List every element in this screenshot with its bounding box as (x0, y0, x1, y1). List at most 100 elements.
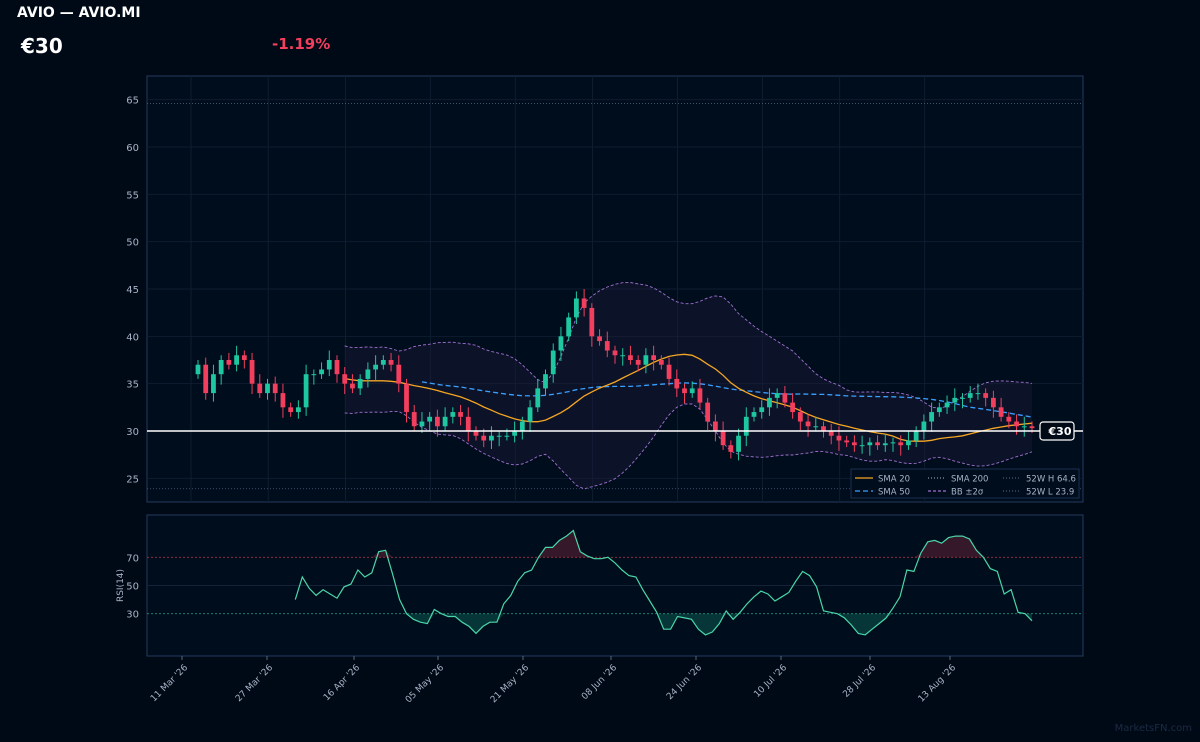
candle-body (473, 431, 479, 436)
price-change: -1.19% (272, 35, 331, 53)
candle-body (396, 364, 402, 384)
candle-body (388, 360, 394, 365)
price-tag-box (1039, 421, 1075, 441)
candle-body (404, 383, 409, 413)
candle (790, 393, 796, 419)
candle-body (797, 412, 803, 422)
candle-body (828, 431, 834, 436)
candle (396, 355, 402, 393)
candle-body (975, 393, 981, 395)
candle-body (635, 360, 641, 365)
candle-body (906, 440, 911, 446)
candle (543, 369, 548, 396)
candle (350, 374, 355, 394)
candle (265, 378, 270, 400)
candle-body (813, 426, 819, 428)
candle-body (504, 435, 510, 437)
candle (736, 428, 741, 461)
price-y-tick-label: 35 (126, 380, 139, 391)
candle (303, 364, 309, 416)
candle-body (550, 350, 556, 375)
candle (1006, 412, 1012, 429)
candle (875, 435, 880, 450)
candle-body (790, 402, 796, 413)
candle (288, 402, 294, 417)
candle (643, 348, 649, 374)
candle-body (288, 407, 294, 413)
x-tick-label: 05 May '26 (404, 663, 446, 705)
candle-body (427, 416, 433, 422)
candle (983, 388, 989, 407)
candle (936, 402, 942, 417)
candle (712, 414, 718, 442)
price-y-tick-label: 55 (126, 190, 139, 201)
candle (311, 369, 317, 385)
candle (805, 414, 811, 437)
candle-body (597, 336, 602, 342)
candle-body (203, 364, 209, 394)
candle-body (882, 443, 888, 446)
candle (620, 348, 626, 366)
candle (705, 397, 711, 431)
candle (921, 414, 927, 440)
candle (427, 412, 433, 431)
candle (465, 407, 471, 442)
candle-body (990, 397, 996, 408)
candle-body (859, 445, 865, 447)
candle-body (458, 412, 463, 417)
candle (357, 374, 363, 396)
legend-frame (850, 468, 1080, 499)
rsi-axis-label: RSI(14) (116, 569, 126, 602)
candle-body (581, 298, 587, 308)
candle-body (419, 421, 425, 427)
candle (241, 350, 247, 369)
candle (898, 435, 904, 456)
candle (573, 291, 579, 325)
price-y-tick-label: 50 (126, 238, 139, 249)
candle-body (805, 421, 811, 427)
x-tick-label: 27 Mar '26 (234, 663, 275, 704)
sma50-line (421, 381, 1033, 418)
candle (388, 352, 394, 372)
candle-body (682, 388, 687, 394)
candle-body (365, 369, 371, 379)
candle-body (496, 435, 502, 437)
candle-body (350, 383, 355, 389)
candle (759, 400, 765, 419)
candle (728, 440, 734, 459)
candle (295, 400, 301, 419)
candle (365, 362, 371, 388)
candle (906, 431, 911, 450)
candle (782, 386, 788, 408)
candle-body (319, 369, 324, 375)
candle (604, 331, 610, 358)
candle (326, 350, 332, 377)
candle (535, 378, 541, 413)
candle-body (311, 374, 317, 376)
candle-body (851, 442, 857, 446)
candle (890, 437, 896, 452)
price-y-tick-label: 60 (126, 143, 139, 154)
candle-body (674, 378, 680, 389)
price-y-tick-label: 40 (126, 332, 139, 343)
legend-label: 52W L 23.9 (1026, 488, 1074, 498)
candle (226, 352, 232, 370)
candle-body (705, 402, 711, 422)
candle-body (782, 393, 788, 403)
sma20-line (344, 353, 1033, 442)
candle (566, 312, 572, 342)
candle-body (998, 407, 1004, 417)
candle (882, 433, 888, 452)
candle-body (1014, 421, 1019, 427)
candle (195, 360, 201, 379)
candle-body (249, 360, 255, 384)
legend-label: SMA 20 (878, 475, 910, 485)
x-tick-label: 21 May '26 (489, 663, 531, 705)
candle (581, 289, 587, 317)
candle (628, 345, 633, 365)
candle (774, 388, 780, 409)
candle-body (442, 416, 448, 427)
candle-body (519, 421, 525, 431)
x-axis: 11 Mar '26 27 Mar '26 16 Apr '26 05 May '26… (149, 656, 958, 705)
